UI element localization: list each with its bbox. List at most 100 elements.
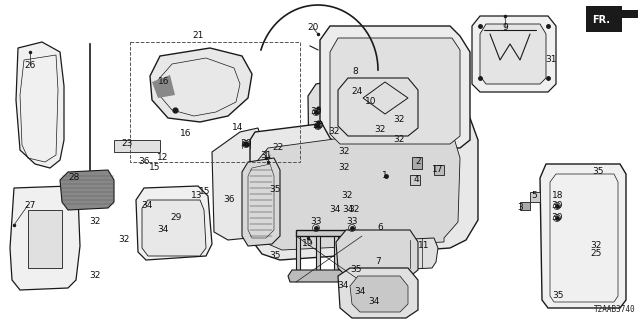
Text: 34: 34 xyxy=(157,226,169,235)
Polygon shape xyxy=(258,126,460,250)
Text: 35: 35 xyxy=(592,167,604,177)
Text: 2: 2 xyxy=(415,157,421,166)
Polygon shape xyxy=(334,236,338,270)
Text: 9: 9 xyxy=(502,23,508,33)
Text: 8: 8 xyxy=(352,68,358,76)
Text: 35: 35 xyxy=(269,186,281,195)
Polygon shape xyxy=(330,38,460,144)
Polygon shape xyxy=(296,230,360,236)
Text: 21: 21 xyxy=(192,31,204,41)
Text: 31: 31 xyxy=(260,150,272,159)
Text: 32: 32 xyxy=(118,236,130,244)
Polygon shape xyxy=(288,270,364,282)
Bar xyxy=(412,157,422,169)
Text: 30: 30 xyxy=(310,108,322,116)
Text: T2AAB3740: T2AAB3740 xyxy=(595,305,636,314)
Text: 13: 13 xyxy=(191,191,203,201)
Text: 32: 32 xyxy=(374,125,386,134)
Polygon shape xyxy=(296,236,300,270)
Polygon shape xyxy=(242,158,280,246)
Text: 16: 16 xyxy=(180,129,192,138)
Polygon shape xyxy=(386,238,438,270)
Bar xyxy=(434,165,444,175)
Text: 20: 20 xyxy=(307,23,319,33)
Text: 23: 23 xyxy=(122,140,132,148)
Polygon shape xyxy=(10,186,80,290)
Polygon shape xyxy=(150,48,252,122)
Polygon shape xyxy=(114,140,160,152)
Text: 35: 35 xyxy=(269,252,281,260)
Text: FR.: FR. xyxy=(592,15,610,25)
Polygon shape xyxy=(250,108,478,260)
Text: 32: 32 xyxy=(348,205,360,214)
Text: 10: 10 xyxy=(365,98,377,107)
Text: 15: 15 xyxy=(199,188,211,196)
Text: 34: 34 xyxy=(141,201,153,210)
Polygon shape xyxy=(212,128,264,240)
Polygon shape xyxy=(16,42,64,168)
Text: 34: 34 xyxy=(342,205,354,214)
Text: 32: 32 xyxy=(394,135,404,145)
Polygon shape xyxy=(152,75,175,98)
Polygon shape xyxy=(352,236,356,270)
Polygon shape xyxy=(622,10,638,18)
Text: 12: 12 xyxy=(157,154,169,163)
Text: 30: 30 xyxy=(551,213,563,222)
Text: 32: 32 xyxy=(328,127,340,137)
Text: 35: 35 xyxy=(350,266,362,275)
Text: 35: 35 xyxy=(552,292,564,300)
Text: 30: 30 xyxy=(551,202,563,211)
Text: 36: 36 xyxy=(138,157,150,166)
Text: 34: 34 xyxy=(330,205,340,214)
Text: 16: 16 xyxy=(158,77,170,86)
Polygon shape xyxy=(28,210,62,268)
Text: 32: 32 xyxy=(90,218,100,227)
Text: 22: 22 xyxy=(273,143,284,153)
Polygon shape xyxy=(142,200,206,256)
Bar xyxy=(520,202,530,210)
Text: 6: 6 xyxy=(377,223,383,233)
Text: 5: 5 xyxy=(531,191,537,201)
Text: 17: 17 xyxy=(432,165,444,174)
Polygon shape xyxy=(350,276,408,312)
Text: 18: 18 xyxy=(552,191,564,201)
Polygon shape xyxy=(480,24,546,84)
Text: 30: 30 xyxy=(240,140,252,148)
Text: 25: 25 xyxy=(590,250,602,259)
Text: 32: 32 xyxy=(339,164,349,172)
Text: 7: 7 xyxy=(375,258,381,267)
Text: 31: 31 xyxy=(545,55,557,65)
Text: 15: 15 xyxy=(149,163,161,172)
Text: 32: 32 xyxy=(590,242,602,251)
Text: 32: 32 xyxy=(339,148,349,156)
Text: 3: 3 xyxy=(517,204,523,212)
Text: 30: 30 xyxy=(312,122,324,131)
Text: 4: 4 xyxy=(413,175,419,185)
Text: 34: 34 xyxy=(337,281,349,290)
Polygon shape xyxy=(320,26,470,148)
Text: 32: 32 xyxy=(90,271,100,281)
Text: 32: 32 xyxy=(394,116,404,124)
Text: 33: 33 xyxy=(310,218,322,227)
Text: 1: 1 xyxy=(382,171,388,180)
Polygon shape xyxy=(60,170,114,210)
Text: 11: 11 xyxy=(419,241,429,250)
Text: 29: 29 xyxy=(170,213,182,222)
Bar xyxy=(410,175,420,185)
Text: 36: 36 xyxy=(223,195,235,204)
Polygon shape xyxy=(136,186,212,260)
Text: 26: 26 xyxy=(24,60,36,69)
Text: 28: 28 xyxy=(68,173,80,182)
Polygon shape xyxy=(336,230,418,278)
Polygon shape xyxy=(472,16,556,92)
Polygon shape xyxy=(338,268,418,318)
Bar xyxy=(530,192,540,202)
Text: 24: 24 xyxy=(351,87,363,97)
Text: 34: 34 xyxy=(355,286,365,295)
Polygon shape xyxy=(540,164,626,308)
Polygon shape xyxy=(308,80,360,252)
Polygon shape xyxy=(316,236,320,270)
Text: 34: 34 xyxy=(368,298,380,307)
Text: 14: 14 xyxy=(232,123,244,132)
Text: 32: 32 xyxy=(341,190,353,199)
